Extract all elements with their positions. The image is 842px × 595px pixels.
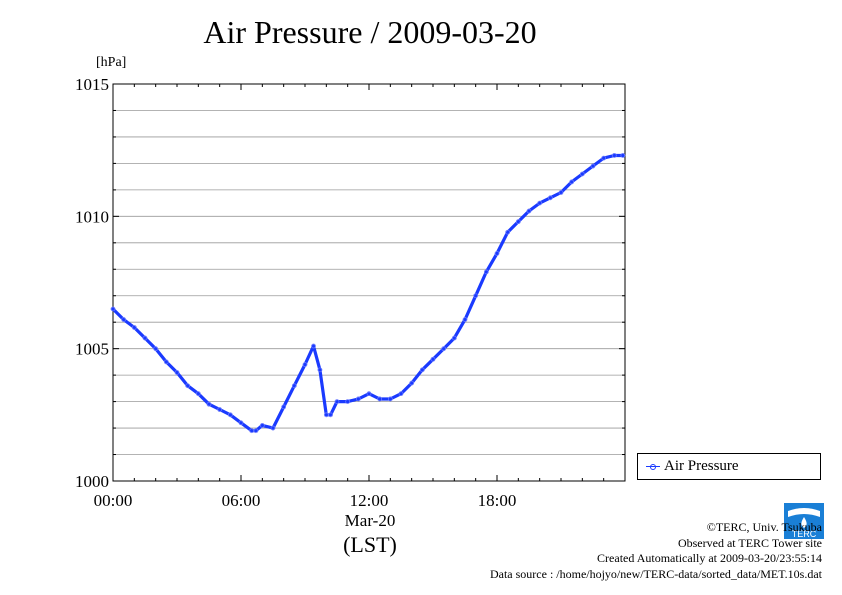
data-point bbox=[334, 399, 340, 405]
x-axis-date-label: Mar-20 bbox=[344, 511, 396, 530]
legend-swatch-icon bbox=[646, 464, 660, 470]
data-point bbox=[259, 423, 265, 428]
data-point bbox=[131, 325, 137, 330]
data-point bbox=[153, 346, 159, 352]
data-point bbox=[253, 428, 259, 434]
data-point bbox=[515, 219, 521, 225]
data-point bbox=[430, 356, 436, 362]
data-point bbox=[317, 367, 323, 373]
data-point bbox=[579, 171, 585, 177]
credits-observed: Observed at TERC Tower site bbox=[677, 535, 822, 550]
data-point bbox=[195, 391, 201, 397]
data-point bbox=[505, 229, 511, 235]
y-tick-label: 1010 bbox=[75, 207, 109, 226]
data-point bbox=[281, 404, 287, 410]
data-point bbox=[291, 383, 297, 389]
series-line bbox=[111, 153, 625, 433]
x-axis-timezone-label: (LST) bbox=[343, 532, 397, 557]
data-point bbox=[227, 412, 233, 418]
data-point bbox=[526, 208, 532, 214]
x-tick-label: 18:00 bbox=[478, 491, 517, 510]
data-point bbox=[345, 399, 351, 405]
data-point bbox=[462, 317, 468, 322]
data-point bbox=[537, 200, 543, 206]
x-tick-label: 12:00 bbox=[350, 491, 389, 510]
data-point bbox=[451, 335, 457, 341]
data-point bbox=[590, 163, 596, 169]
terc-logo-icon: TERC bbox=[784, 503, 824, 539]
chart-title: Air Pressure / 2009-03-20 bbox=[203, 14, 537, 50]
data-point bbox=[494, 250, 500, 256]
y-tick-label: 1015 bbox=[75, 75, 109, 94]
y-tick-label: 1000 bbox=[75, 472, 109, 491]
data-point bbox=[483, 269, 489, 275]
data-point bbox=[366, 391, 372, 397]
data-point bbox=[238, 420, 244, 426]
data-point bbox=[398, 391, 404, 397]
credits-copyright: ©TERC, Univ. Tsukuba bbox=[706, 520, 822, 534]
plot-frame bbox=[112, 83, 626, 482]
credits-block: ©TERC, Univ. Tsukuba Observed at TERC To… bbox=[490, 520, 822, 582]
data-point bbox=[377, 396, 383, 402]
data-point bbox=[270, 425, 276, 431]
data-point bbox=[409, 380, 415, 386]
data-point bbox=[419, 367, 425, 373]
data-point bbox=[441, 346, 447, 352]
data-point bbox=[558, 190, 564, 195]
credits-source: Data source : /home/hojyo/new/TERC-data/… bbox=[489, 566, 822, 581]
data-point bbox=[547, 195, 553, 201]
data-point bbox=[185, 383, 191, 389]
data-point bbox=[620, 153, 626, 158]
data-point bbox=[174, 370, 180, 375]
y-axis-unit-label: [hPa] bbox=[96, 55, 127, 70]
data-point bbox=[611, 153, 617, 158]
chart-legend: Air Pressure bbox=[637, 453, 821, 480]
data-point bbox=[311, 343, 316, 349]
data-point bbox=[110, 306, 116, 312]
legend-label: Air Pressure bbox=[664, 458, 739, 474]
x-tick-label: 00:00 bbox=[94, 491, 133, 510]
data-point bbox=[387, 396, 393, 402]
data-point bbox=[121, 317, 127, 322]
data-point bbox=[163, 359, 169, 365]
data-point bbox=[601, 155, 607, 161]
data-point bbox=[142, 335, 148, 341]
data-point bbox=[302, 362, 308, 367]
data-point bbox=[473, 293, 479, 299]
credits-created: Created Automatically at 2009-03-20/23:5… bbox=[597, 551, 822, 565]
data-point bbox=[569, 179, 575, 185]
data-point bbox=[206, 401, 212, 407]
x-tick-label: 06:00 bbox=[222, 491, 261, 510]
y-tick-label: 1005 bbox=[75, 340, 109, 359]
data-point bbox=[355, 396, 361, 402]
logo-text: TERC bbox=[792, 529, 817, 539]
data-point bbox=[328, 412, 334, 418]
data-point bbox=[217, 407, 223, 412]
